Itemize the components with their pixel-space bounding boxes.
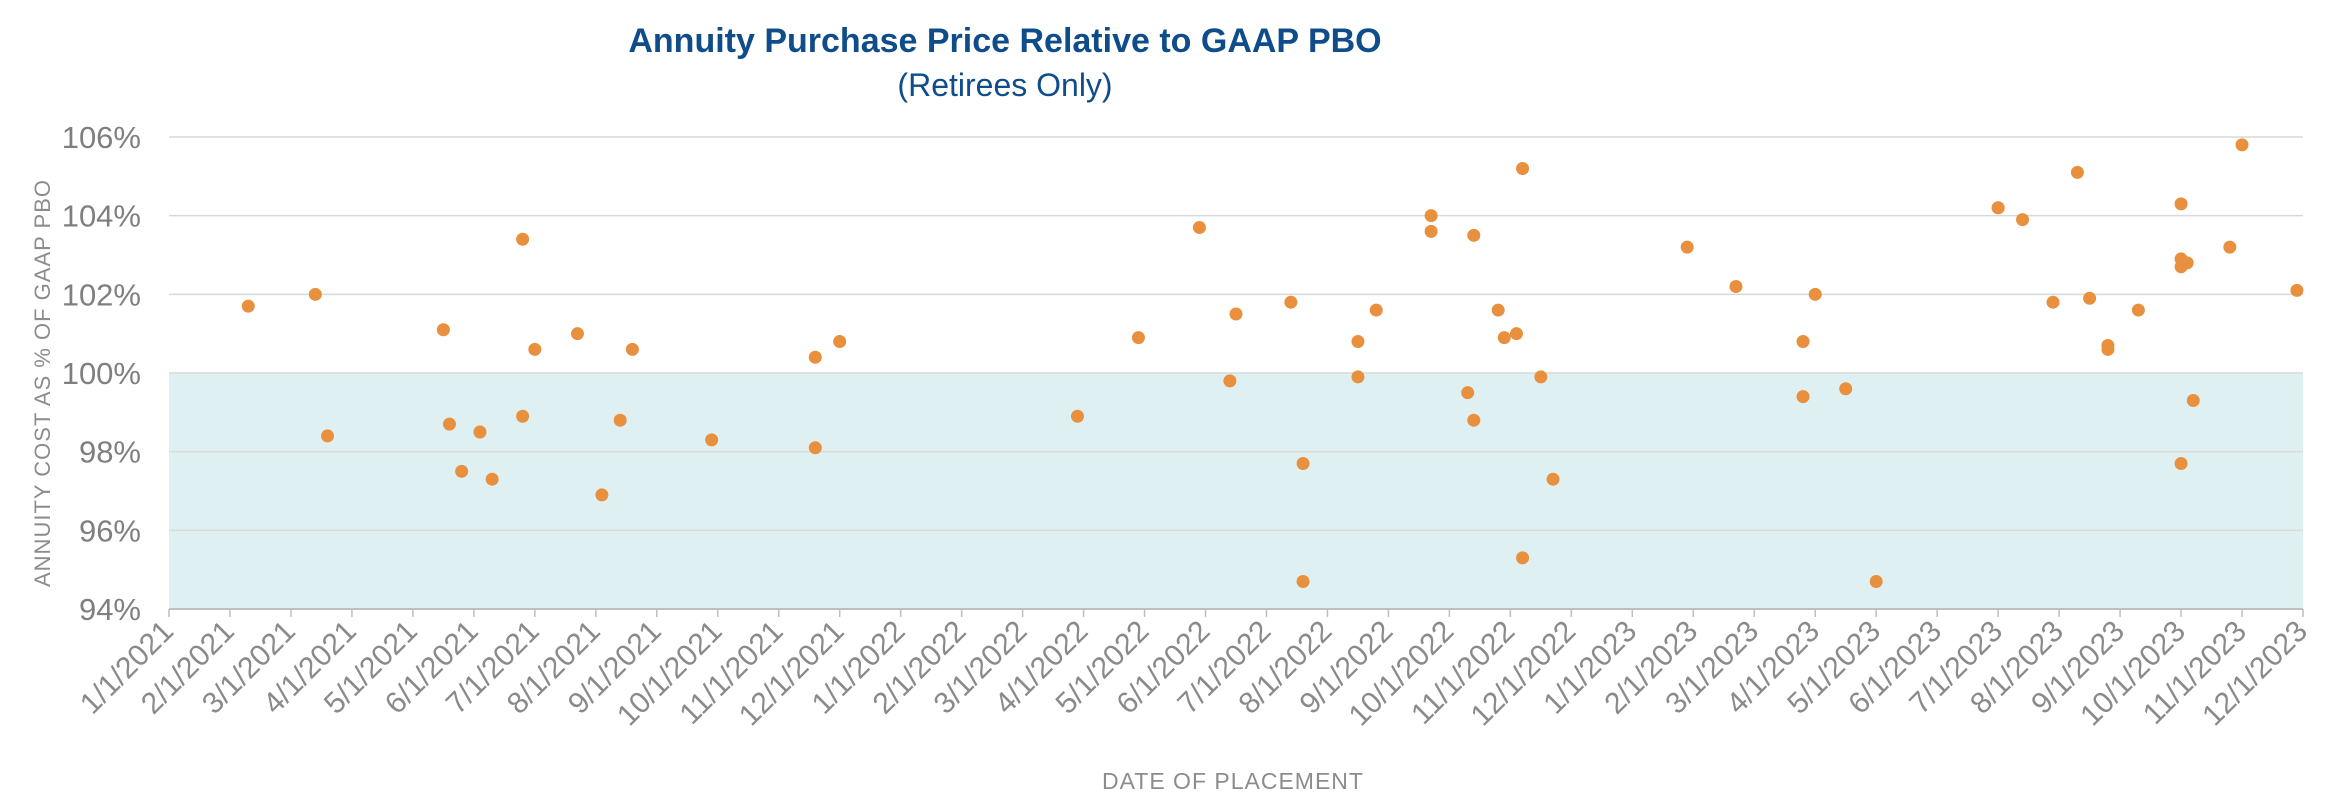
data-point (1467, 413, 1481, 427)
data-point (485, 472, 499, 486)
data-point (595, 488, 609, 502)
data-point (808, 350, 822, 364)
y-axis-title: ANNUITY COST AS % OF GAAP PBO (30, 179, 55, 587)
data-point (1223, 374, 1237, 388)
data-point (321, 429, 335, 443)
data-point (1796, 335, 1810, 349)
gridlines (169, 136, 2303, 532)
data-point (1296, 574, 1310, 588)
data-point (2174, 197, 2188, 211)
y-tick-label: 106% (62, 120, 141, 155)
data-point (1991, 201, 2005, 215)
data-point (2101, 338, 2115, 352)
data-point (2046, 295, 2060, 309)
data-point (2186, 394, 2200, 408)
data-point (2083, 291, 2097, 305)
data-point (808, 441, 822, 455)
data-point (1491, 303, 1505, 317)
x-axis-ticks (168, 609, 2304, 617)
data-point (1424, 209, 1438, 223)
y-tick-label: 94% (79, 592, 141, 627)
data-point (1534, 370, 1548, 384)
shaded-band-below-100 (169, 373, 2303, 609)
x-axis-title: DATE OF PLACEMENT (1102, 768, 1364, 794)
y-tick-label: 96% (79, 513, 141, 548)
data-point (1424, 224, 1438, 238)
data-point (1497, 331, 1511, 345)
data-points (241, 138, 2304, 588)
data-point (1808, 287, 1822, 301)
data-point (1351, 335, 1365, 349)
data-point (625, 342, 639, 356)
data-point (1131, 331, 1145, 345)
data-point (571, 327, 585, 341)
data-point (436, 323, 450, 337)
data-point (1516, 161, 1530, 175)
data-point (1729, 279, 1743, 293)
data-point (2235, 138, 2249, 152)
data-point (1229, 307, 1243, 321)
data-point (1296, 456, 1310, 470)
chart-title: Annuity Purchase Price Relative to GAAP … (628, 22, 1381, 60)
data-point (442, 417, 456, 431)
data-point (1284, 295, 1298, 309)
data-point (705, 433, 719, 447)
data-point (1461, 386, 1475, 400)
y-tick-label: 100% (62, 356, 141, 391)
data-point (2223, 240, 2237, 254)
data-point (1509, 327, 1523, 341)
data-point (613, 413, 627, 427)
data-point (516, 232, 530, 246)
data-point (528, 342, 542, 356)
data-point (1070, 409, 1084, 423)
data-point (833, 335, 847, 349)
data-point (2174, 456, 2188, 470)
data-point (473, 425, 487, 439)
data-point (2131, 303, 2145, 317)
data-point (1869, 574, 1883, 588)
data-point (516, 409, 530, 423)
data-point (1796, 390, 1810, 404)
data-point (241, 299, 255, 313)
data-point (1369, 303, 1383, 317)
y-tick-label: 102% (62, 277, 141, 312)
y-axis-tick-labels: 94% 96% 98% 100% 102% 104% 106% (62, 120, 141, 627)
y-tick-label: 98% (79, 435, 141, 470)
chart-subtitle: (Retirees Only) (897, 67, 1112, 103)
data-point (1351, 370, 1365, 384)
data-point (2016, 213, 2030, 227)
data-point (1680, 240, 1694, 254)
data-point (1192, 220, 1206, 234)
data-point (2070, 165, 2084, 179)
data-point (455, 464, 469, 478)
data-point (1546, 472, 1560, 486)
data-point (1839, 382, 1853, 396)
data-point (1516, 551, 1530, 565)
data-point (308, 287, 322, 301)
data-point (1467, 228, 1481, 242)
y-tick-label: 104% (62, 199, 141, 234)
data-point (2180, 256, 2194, 270)
data-point (2290, 283, 2304, 297)
